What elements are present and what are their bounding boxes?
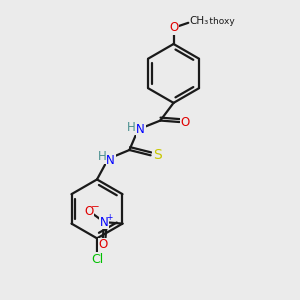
Text: H: H [98, 150, 107, 163]
Text: N: N [136, 124, 145, 136]
Text: H: H [128, 122, 136, 134]
Text: N: N [100, 216, 109, 229]
Text: methoxy: methoxy [195, 17, 235, 26]
Text: Cl: Cl [91, 253, 103, 266]
Text: −: − [91, 202, 100, 212]
Text: N: N [106, 154, 115, 167]
Text: O: O [181, 116, 190, 128]
Text: O: O [84, 205, 93, 218]
Text: S: S [153, 148, 161, 162]
Text: O: O [98, 238, 107, 251]
Text: +: + [106, 213, 113, 222]
Text: O: O [169, 21, 178, 34]
Text: CH₃: CH₃ [190, 16, 209, 26]
